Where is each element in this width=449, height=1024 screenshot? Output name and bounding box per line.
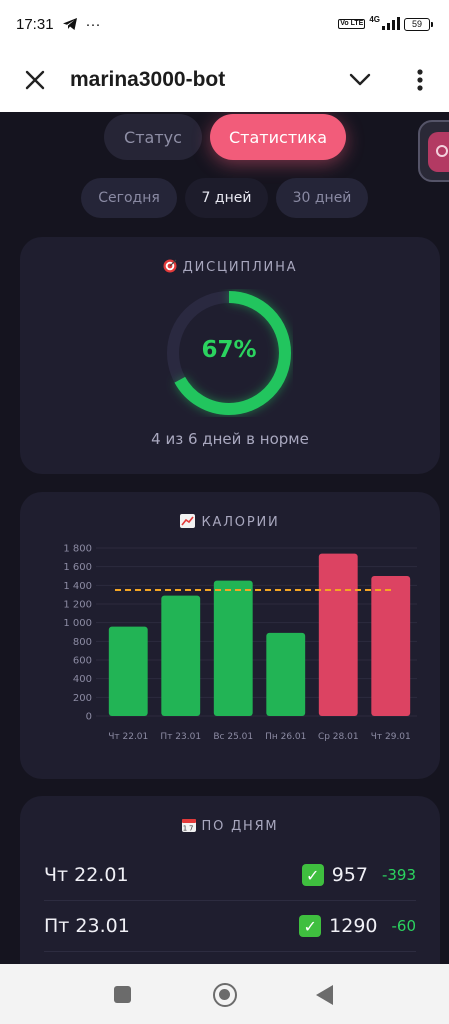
day-calories: 1290	[329, 915, 378, 937]
main-content: Статус Статистика Сегодня 7 дней 30 дней…	[0, 112, 449, 964]
discipline-percent: 67%	[201, 337, 257, 363]
day-date: Чт 22.01	[44, 864, 129, 886]
status-more-icon: ···	[85, 15, 101, 33]
x-tick-label: Вс 25.01	[213, 732, 253, 742]
bar	[371, 576, 411, 716]
y-tick-label: 1 800	[63, 544, 92, 555]
y-tick-label: 400	[73, 674, 92, 685]
tab-statistics[interactable]: Статистика	[210, 114, 346, 160]
discipline-title-text: ДИСЦИПЛИНА	[182, 260, 298, 275]
expand-button[interactable]	[344, 64, 376, 96]
recents-button[interactable]	[114, 986, 131, 1003]
network-type: 4G	[369, 14, 380, 24]
divider	[44, 900, 416, 901]
battery-icon: 59	[404, 17, 433, 31]
bar	[318, 553, 358, 716]
system-nav-bar	[0, 964, 449, 1024]
bar	[108, 626, 148, 716]
y-tick-label: 1 400	[63, 581, 92, 592]
close-icon	[25, 70, 45, 90]
by-days-title: 17 ПО ДНЯМ	[20, 818, 440, 836]
tab-30-days[interactable]: 30 дней	[276, 178, 368, 218]
check-icon: ✓	[301, 864, 324, 886]
target-icon	[163, 259, 177, 277]
discipline-title: ДИСЦИПЛИНА	[20, 259, 440, 277]
app-title: marina3000-bot	[70, 68, 226, 91]
y-tick-label: 800	[73, 637, 92, 648]
more-options-button[interactable]	[404, 64, 436, 96]
tab-7-days[interactable]: 7 дней	[185, 178, 268, 218]
x-tick-label: Пн 26.01	[265, 732, 306, 742]
side-button-icon	[428, 132, 449, 172]
calories-bar-chart: 0 200 400 600 800 1 000 1 200 1 400 1 600 1 800 Чт…	[63, 544, 417, 742]
discipline-subtitle: 4 из 6 дней в норме	[151, 430, 309, 448]
divider	[44, 951, 416, 952]
chevron-down-icon	[349, 73, 371, 86]
by-days-card: 17 ПО ДНЯМ Чт 22.01 ✓ 957 -393 Пт 23.01 …	[20, 796, 440, 964]
day-diff: -393	[381, 866, 416, 884]
bar	[266, 632, 306, 716]
x-tick-label: Пт 23.01	[160, 732, 201, 742]
main-tabs: Статус Статистика	[0, 114, 449, 160]
calendar-icon: 17	[181, 818, 196, 836]
calories-title-text: КАЛОРИИ	[201, 515, 280, 530]
floating-side-button[interactable]	[418, 120, 449, 182]
y-tick-label: 1 600	[63, 562, 92, 573]
battery-level: 59	[404, 17, 430, 31]
bar	[213, 580, 253, 716]
y-tick-label: 1 000	[63, 618, 92, 629]
status-time: 17:31	[16, 15, 54, 33]
bar	[161, 595, 201, 716]
day-diff: -60	[391, 917, 417, 935]
back-button[interactable]	[316, 985, 333, 1005]
status-bar: 17:31 ··· Vo LTE 4G 59	[0, 0, 449, 48]
period-tabs: Сегодня 7 дней 30 дней	[0, 178, 449, 218]
donut-progress-arc	[167, 291, 291, 415]
y-tick-label: 200	[73, 693, 92, 704]
day-row[interactable]: Пт 23.01 ✓ 1290 -60	[44, 901, 416, 951]
y-tick-label: 0	[86, 712, 92, 723]
x-tick-label: Чт 29.01	[371, 732, 411, 742]
calories-title: КАЛОРИИ	[20, 514, 440, 532]
volte-icon: Vo LTE	[338, 19, 366, 29]
telegram-icon	[62, 17, 78, 31]
home-button[interactable]	[213, 983, 237, 1007]
more-vertical-icon	[417, 69, 423, 91]
close-button[interactable]	[0, 48, 70, 112]
app-bar: marina3000-bot	[0, 48, 449, 112]
check-icon: ✓	[299, 915, 322, 937]
chart-increasing-icon	[180, 514, 196, 532]
y-tick-label: 600	[73, 656, 92, 667]
y-tick-label: 1 200	[63, 600, 92, 611]
day-date: Пт 23.01	[44, 915, 130, 937]
signal-icon	[382, 15, 400, 34]
tab-status[interactable]: Статус	[104, 114, 202, 160]
x-tick-label: Ср 28.01	[318, 732, 359, 742]
day-calories: 957	[331, 864, 368, 886]
calories-card: КАЛОРИИ 0 200 400 600 800 1 000 1 200 1 400 1 60…	[20, 492, 440, 779]
discipline-card: ДИСЦИПЛИНА 67% 4 из 6 дней в норме	[20, 237, 440, 474]
discipline-donut	[167, 291, 291, 415]
x-tick-label: Чт 22.01	[108, 732, 148, 742]
tab-today[interactable]: Сегодня	[81, 178, 177, 218]
day-row[interactable]: Чт 22.01 ✓ 957 -393	[44, 850, 416, 900]
by-days-title-text: ПО ДНЯМ	[201, 819, 279, 834]
svg-text:17: 17	[182, 825, 195, 833]
